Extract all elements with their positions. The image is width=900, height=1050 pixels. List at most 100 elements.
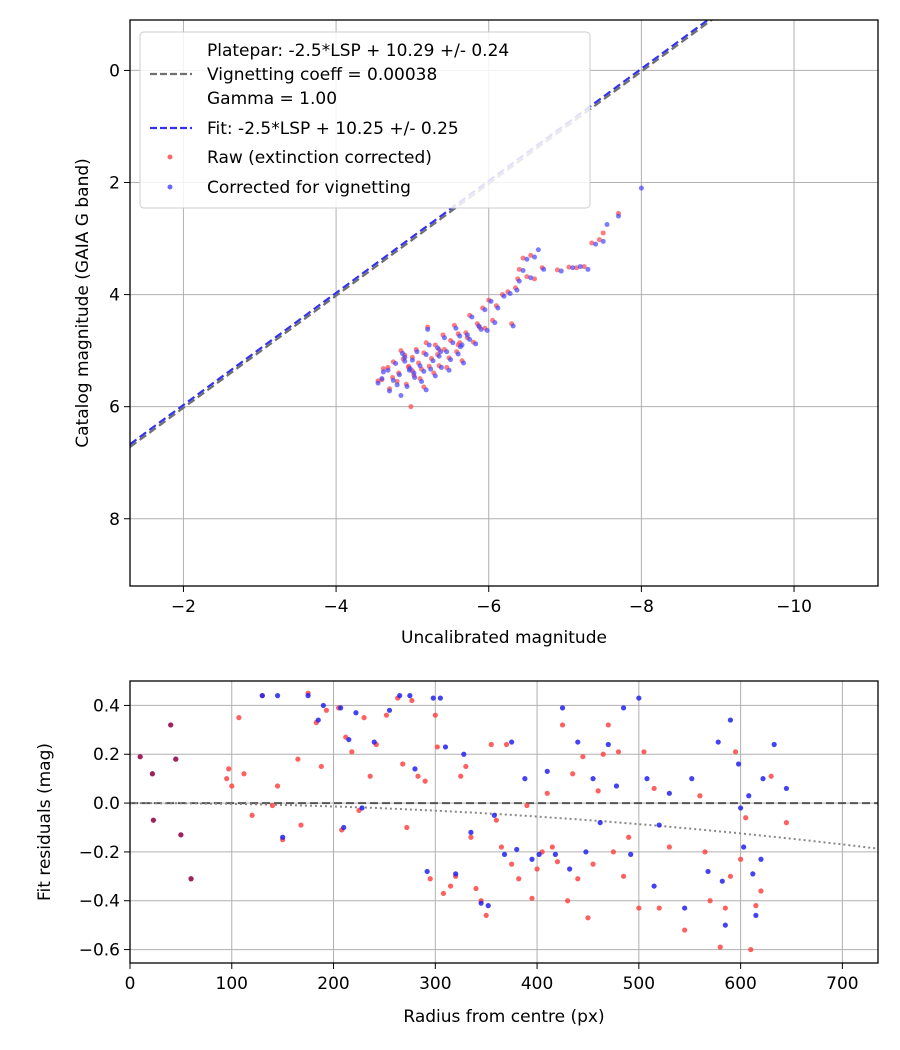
raw-residual-point	[463, 763, 469, 770]
corrected-point	[432, 373, 438, 379]
top-x-tick-label: −2	[171, 597, 196, 617]
corrected-point	[459, 342, 465, 348]
raw-point	[532, 276, 538, 282]
calibration-scatter-panel: −2 −4 −6 −8 −10 0 2 4 6 8 Uncalibrated magnitude…	[73, 19, 879, 648]
raw-residual-point	[367, 773, 373, 779]
bottom-x-tick-label: 600	[724, 974, 756, 994]
corrected-point	[570, 265, 576, 271]
raw-residual-point	[295, 756, 301, 762]
corrected-residual-point	[666, 790, 672, 796]
corrected-point	[411, 370, 417, 376]
corrected-residual-point	[453, 871, 459, 877]
raw-residual-point	[559, 722, 566, 728]
corrected-residual-point	[397, 693, 403, 699]
corrected-residual-point	[424, 868, 430, 875]
legend-gamma-label: Gamma = 1.00	[207, 89, 337, 109]
corrected-residual-point	[509, 739, 515, 745]
corrected-residual-point	[478, 900, 484, 906]
raw-residual-point	[580, 754, 586, 760]
corrected-point	[532, 254, 538, 260]
raw-residual-point	[483, 912, 489, 918]
corrected-point	[375, 380, 381, 386]
corrected-residual-point	[514, 846, 520, 853]
raw-residual-point	[600, 751, 606, 757]
corrected-residual-point	[259, 693, 265, 699]
top-y-tick-label: 6	[109, 398, 120, 418]
legend-raw-label: Raw (extinction corrected)	[207, 148, 432, 168]
raw-residual-point	[738, 856, 744, 862]
corrected-point	[385, 367, 391, 373]
raw-residual-point	[468, 834, 474, 840]
bottom-x-ticks: 0 100 200 300 400 500 600 700	[125, 963, 859, 994]
corrected-point	[577, 264, 583, 270]
top-axes-frame	[129, 19, 879, 587]
corrected-point	[396, 372, 402, 378]
corrected-point	[516, 278, 522, 284]
raw-residual-point	[473, 885, 479, 892]
legend-raw-marker	[167, 154, 173, 160]
raw-residual-point	[361, 715, 367, 721]
top-y-tick-label: 2	[109, 174, 120, 194]
raw-residual-point	[590, 861, 596, 867]
raw-residual-point	[447, 883, 454, 889]
corrected-point	[461, 360, 467, 366]
raw-residual-point	[229, 783, 235, 789]
raw-residual-point	[697, 793, 703, 799]
raw-residual-point	[422, 778, 428, 784]
raw-residual-point	[323, 707, 330, 713]
legend-corrected-label: Corrected for vignetting	[207, 178, 411, 198]
corrected-residual-point	[501, 851, 508, 857]
corrected-residual-point	[620, 705, 627, 711]
corrected-point	[585, 266, 591, 272]
raw-residual-point	[493, 817, 499, 823]
raw-point	[408, 404, 414, 410]
corrected-residual-point	[783, 785, 790, 792]
corrected-point	[423, 352, 429, 358]
raw-point	[600, 230, 606, 236]
corrected-point	[448, 357, 454, 363]
legend-box	[139, 31, 591, 209]
corrected-point	[514, 287, 520, 293]
corrected-residual-point	[628, 851, 634, 857]
corrected-point	[453, 325, 459, 331]
corrected-point	[528, 275, 534, 281]
raw-residual-point	[404, 824, 410, 831]
raw-residual-point	[651, 785, 657, 792]
top-x-ticks: −2 −4 −6 −8 −10	[171, 586, 812, 617]
legend-fit-label: Fit: -2.5*LSP + 10.25 +/- 0.25	[207, 119, 459, 139]
raw-residual-point	[236, 715, 242, 721]
corrected-point	[441, 335, 447, 341]
corrected-point	[478, 326, 484, 332]
top-x-tick-label: −8	[629, 597, 654, 617]
raw-residual-point	[768, 773, 774, 779]
corrected-point	[387, 388, 393, 394]
bottom-x-tick-label: 100	[216, 974, 248, 994]
raw-residual-point	[458, 773, 464, 779]
corrected-point	[390, 377, 396, 383]
corrected-residual-point	[597, 820, 603, 826]
raw-residual-point	[595, 788, 601, 794]
raw-residual-point	[570, 771, 576, 777]
bottom-y-tick-label: 0.2	[93, 745, 120, 765]
raw-residual-point	[610, 849, 617, 855]
corrected-point	[615, 213, 621, 219]
raw-point	[524, 274, 530, 280]
corrected-residual-point	[407, 693, 413, 699]
corrected-residual-point	[722, 922, 728, 928]
corrected-residual-point	[437, 695, 443, 701]
legend-corrected-marker	[167, 184, 173, 190]
corrected-point	[455, 351, 461, 357]
raw-residual-point	[534, 866, 540, 872]
corrected-residual-point	[491, 812, 497, 818]
legend-platepar-label: Platepar: -2.5*LSP + 10.29 +/- 0.24	[207, 41, 509, 61]
corrected-point	[501, 293, 507, 299]
top-y-tick-label: 0	[109, 61, 120, 81]
raw-point	[581, 264, 587, 270]
bottom-y-tick-label: −0.4	[79, 892, 120, 912]
raw-residual-point	[509, 861, 515, 867]
raw-residual-point	[682, 927, 688, 933]
corrected-residual-point	[750, 871, 756, 877]
corrected-residual-point	[544, 768, 550, 774]
corrected-residual-point	[536, 851, 542, 857]
corrected-point	[444, 349, 450, 355]
